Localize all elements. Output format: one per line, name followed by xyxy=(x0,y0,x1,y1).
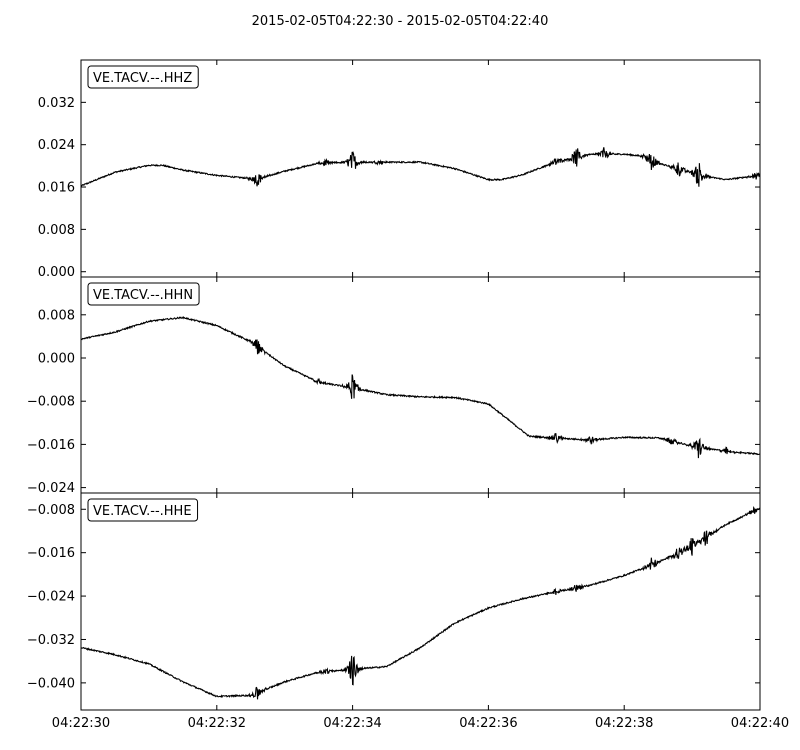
waveform-line-2 xyxy=(80,316,761,459)
y-tick-label: −0.008 xyxy=(27,503,75,518)
y-tick-label: 0.024 xyxy=(38,138,75,153)
trace-label-box-3 xyxy=(87,498,199,522)
trace-label-3: VE.TACV.--.HHE xyxy=(93,504,192,519)
panels-layer: 0.032 0.024 0.016 0.008 0.000 VE.TACV.--.HHZ 0… xyxy=(27,59,789,731)
x-tick-label: 04:22:36 xyxy=(459,716,517,731)
y-tick-label: 0.016 xyxy=(38,181,75,196)
y-tick-label: 0.008 xyxy=(38,308,75,323)
panel-frame-2 xyxy=(80,276,761,494)
y-tick-label: 0.000 xyxy=(38,352,75,367)
y-tick-label: −0.040 xyxy=(27,676,75,691)
y-tick-label: 0.032 xyxy=(38,96,75,111)
waveform-line-3 xyxy=(80,506,761,700)
x-tick-label: 04:22:40 xyxy=(731,716,789,731)
waveform-line-1 xyxy=(80,147,761,187)
chart-title: 2015-02-05T04:22:30 - 2015-02-05T04:22:4… xyxy=(252,14,549,29)
y-tick-label: −0.016 xyxy=(27,546,75,561)
y-tick-label: −0.016 xyxy=(27,438,75,453)
y-tick-label: −0.024 xyxy=(27,481,75,496)
trace-label-box-1 xyxy=(87,65,199,89)
x-tick-label: 04:22:34 xyxy=(323,716,381,731)
x-tick-label: 04:22:30 xyxy=(52,716,110,731)
trace-label-1: VE.TACV.--.HHZ xyxy=(93,71,192,86)
x-tick-label: 04:22:32 xyxy=(188,716,246,731)
panel-frame-1 xyxy=(80,59,761,278)
y-tick-label: −0.024 xyxy=(27,590,75,605)
x-tick-label: 04:22:38 xyxy=(595,716,653,731)
y-tick-label: 0.008 xyxy=(38,223,75,238)
y-tick-label: −0.032 xyxy=(27,633,75,648)
panel-frame-3 xyxy=(80,492,761,711)
y-tick-label: 0.000 xyxy=(38,265,75,280)
y-tick-label: −0.008 xyxy=(27,395,75,410)
trace-label-box-2 xyxy=(87,282,200,306)
trace-label-2: VE.TACV.--.HHN xyxy=(93,288,193,303)
